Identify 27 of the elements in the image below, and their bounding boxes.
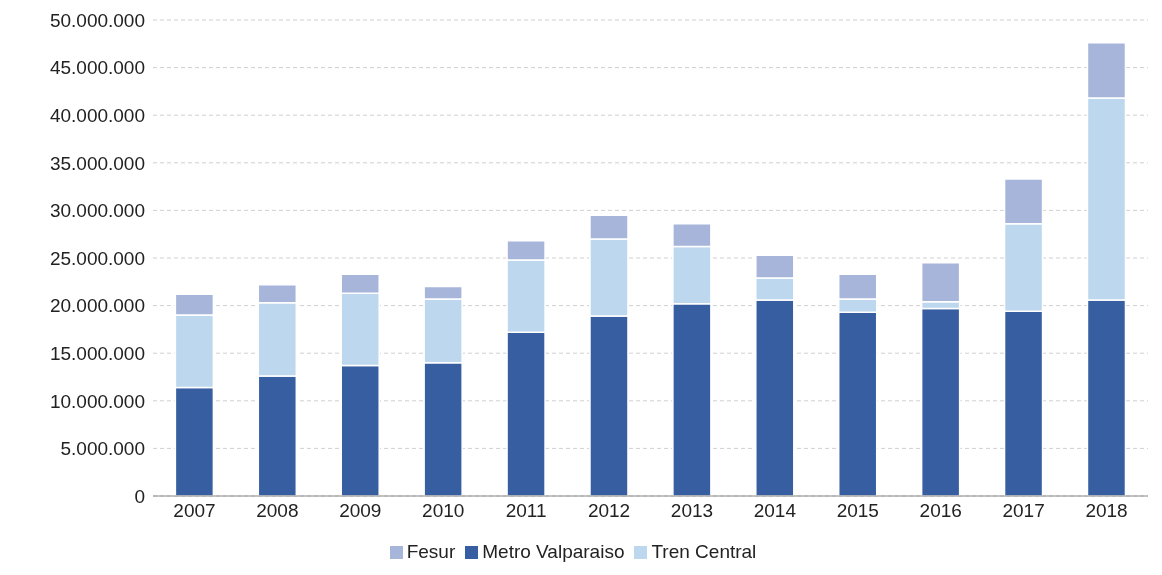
x-tick-label: 2017: [1002, 500, 1045, 522]
y-tick-label: 5.000.000: [60, 438, 145, 460]
x-tick-label: 2008: [256, 500, 299, 522]
x-tick-label: 2010: [422, 500, 465, 522]
legend-label: Fesur: [406, 541, 456, 562]
y-tick-label: 45.000.000: [49, 57, 145, 79]
x-tick-label: 2009: [339, 500, 382, 522]
x-tick-label: 2018: [1085, 500, 1128, 522]
legend-label: Tren Central: [651, 541, 757, 562]
y-tick-label: 50.000.000: [49, 9, 145, 31]
bar: [920, 307, 961, 496]
legend-label: Metro Valparaiso: [482, 541, 625, 562]
y-tick-label: 40.000.000: [49, 104, 145, 126]
x-tick-label: 2013: [670, 500, 714, 522]
x-tick-label: 2007: [173, 500, 216, 522]
y-tick-label: 20.000.000: [49, 295, 145, 317]
x-tick-label: 2016: [919, 500, 962, 522]
y-tick-label: 10.000.000: [49, 390, 145, 412]
y-tick-label: 30.000.000: [49, 200, 145, 222]
x-tick-label: 2012: [587, 500, 631, 522]
x-tick-label: 2011: [505, 500, 547, 522]
x-tick-label: 2015: [836, 500, 879, 522]
y-tick-label: 15.000.000: [49, 342, 145, 364]
x-tick-label: 2014: [753, 500, 797, 522]
y-tick-label: 0: [134, 485, 145, 507]
y-tick-label: 25.000.000: [49, 247, 145, 269]
y-tick-label: 35.000.000: [49, 152, 145, 174]
